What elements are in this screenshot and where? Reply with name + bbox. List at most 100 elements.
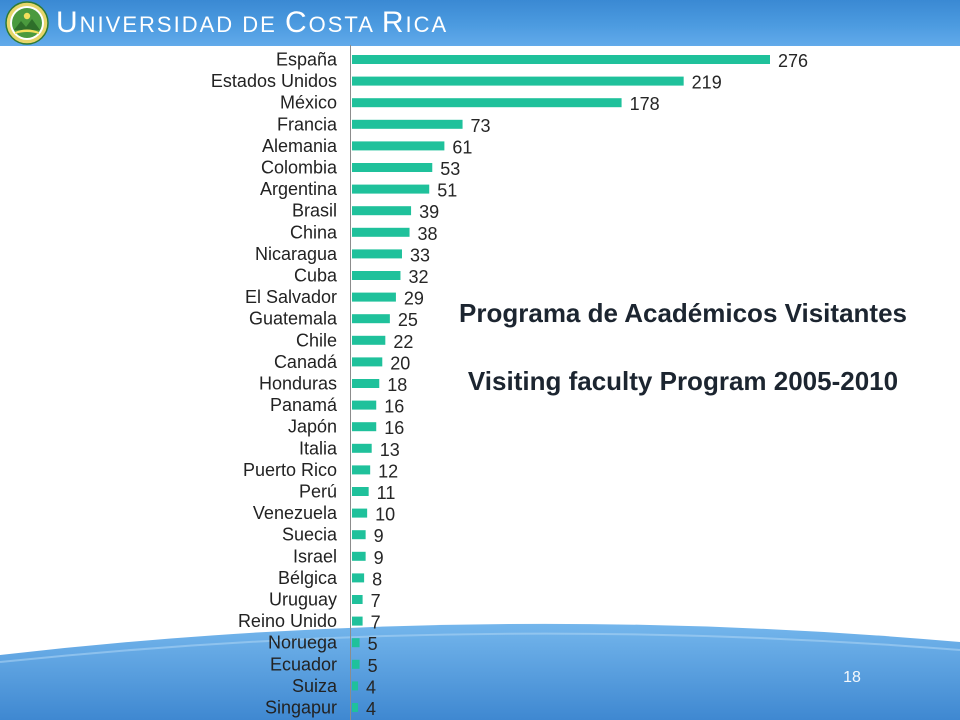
value-label: 25 bbox=[398, 310, 418, 330]
category-label: Reino Unido bbox=[238, 611, 337, 631]
value-label: 9 bbox=[374, 548, 384, 568]
value-label: 16 bbox=[384, 397, 404, 417]
category-label: Colombia bbox=[261, 158, 338, 178]
value-label: 5 bbox=[368, 634, 378, 654]
category-label: Chile bbox=[296, 330, 337, 350]
bar bbox=[352, 249, 402, 259]
bar bbox=[352, 400, 377, 410]
category-label: Noruega bbox=[268, 633, 338, 653]
value-label: 7 bbox=[371, 613, 381, 633]
university-name-part: U bbox=[56, 6, 80, 39]
value-label: 178 bbox=[630, 94, 660, 114]
value-label: 29 bbox=[404, 289, 424, 309]
value-label: 20 bbox=[390, 353, 410, 373]
value-label: 276 bbox=[778, 51, 808, 71]
category-label: Suecia bbox=[282, 525, 338, 545]
category-label: Argentina bbox=[260, 179, 338, 199]
university-name-part: R bbox=[381, 6, 406, 39]
bar bbox=[352, 119, 463, 129]
category-label: Ecuador bbox=[270, 654, 337, 674]
category-label: España bbox=[276, 50, 338, 70]
bar bbox=[352, 703, 359, 712]
bar bbox=[352, 55, 770, 64]
category-label: Canadá bbox=[274, 352, 338, 372]
bar bbox=[352, 487, 369, 496]
category-label: Japón bbox=[288, 417, 337, 437]
category-label: Francia bbox=[277, 114, 338, 134]
value-label: 51 bbox=[437, 181, 457, 201]
bar bbox=[352, 335, 386, 345]
category-label: Perú bbox=[299, 482, 337, 502]
category-label: Panamá bbox=[270, 395, 338, 415]
value-label: 61 bbox=[452, 137, 472, 157]
bar bbox=[352, 573, 365, 583]
value-label: 8 bbox=[372, 569, 382, 589]
bar bbox=[352, 465, 371, 475]
wave-highlight bbox=[0, 632, 960, 663]
value-label: 7 bbox=[371, 591, 381, 611]
bar bbox=[352, 616, 363, 626]
value-label: 33 bbox=[410, 245, 430, 265]
university-name: UNIVERSIDAD DE COSTA RICA bbox=[56, 4, 448, 42]
value-label: 53 bbox=[440, 159, 460, 179]
category-label: China bbox=[290, 222, 338, 242]
bar bbox=[352, 681, 359, 691]
bar bbox=[352, 227, 410, 237]
slide-subtitle: Visiting faculty Program 2005-2010 bbox=[467, 366, 899, 396]
bar bbox=[352, 638, 360, 648]
category-label: Singapur bbox=[265, 698, 337, 718]
category-label: Alemania bbox=[262, 136, 338, 156]
wave-shape bbox=[0, 623, 960, 720]
page-number: 18 bbox=[843, 669, 861, 686]
category-label: Italia bbox=[299, 438, 338, 458]
university-name-part: C bbox=[284, 6, 309, 39]
header-bar: UNIVERSIDAD DE COSTA RICA bbox=[0, 0, 960, 46]
category-label: Uruguay bbox=[269, 590, 337, 610]
bar bbox=[352, 163, 433, 172]
slide-title: Programa de Académicos Visitantes bbox=[459, 298, 907, 328]
bar bbox=[352, 595, 363, 604]
value-label: 16 bbox=[384, 418, 404, 438]
bar bbox=[352, 271, 401, 280]
value-label: 9 bbox=[374, 526, 384, 546]
value-label: 22 bbox=[393, 332, 413, 352]
category-label: Puerto Rico bbox=[243, 460, 337, 480]
category-label: Honduras bbox=[259, 374, 337, 394]
university-name-part: NIVERSIDAD bbox=[79, 12, 235, 37]
value-label: 18 bbox=[387, 375, 407, 395]
value-label: 4 bbox=[366, 699, 376, 719]
category-label: Brasil bbox=[292, 201, 337, 221]
university-seal-logo bbox=[5, 1, 49, 45]
bar bbox=[352, 422, 377, 432]
value-label: 73 bbox=[471, 116, 491, 136]
bar bbox=[352, 379, 380, 388]
value-label: 219 bbox=[692, 73, 722, 93]
category-label: Guatemala bbox=[249, 309, 338, 329]
category-label: Nicaragua bbox=[255, 244, 338, 264]
bar bbox=[352, 206, 412, 216]
university-name-part: DE bbox=[242, 12, 277, 37]
category-label: Estados Unidos bbox=[211, 71, 337, 91]
bar bbox=[352, 443, 372, 453]
value-label: 4 bbox=[366, 677, 376, 697]
category-label: Israel bbox=[293, 546, 337, 566]
value-label: 10 bbox=[375, 505, 395, 525]
value-label: 11 bbox=[377, 483, 396, 503]
category-label: Bélgica bbox=[278, 568, 338, 588]
category-label: El Salvador bbox=[245, 287, 337, 307]
value-label: 39 bbox=[419, 202, 439, 222]
bar bbox=[352, 314, 390, 324]
value-label: 12 bbox=[378, 461, 398, 481]
value-label: 5 bbox=[368, 656, 378, 676]
category-label: Suiza bbox=[292, 676, 338, 696]
bar bbox=[352, 508, 368, 518]
bar bbox=[352, 76, 684, 86]
category-label: Venezuela bbox=[253, 503, 338, 523]
bar bbox=[352, 98, 622, 108]
value-label: 32 bbox=[408, 267, 428, 287]
university-name-part: ICA bbox=[405, 12, 449, 37]
bar bbox=[352, 357, 383, 367]
